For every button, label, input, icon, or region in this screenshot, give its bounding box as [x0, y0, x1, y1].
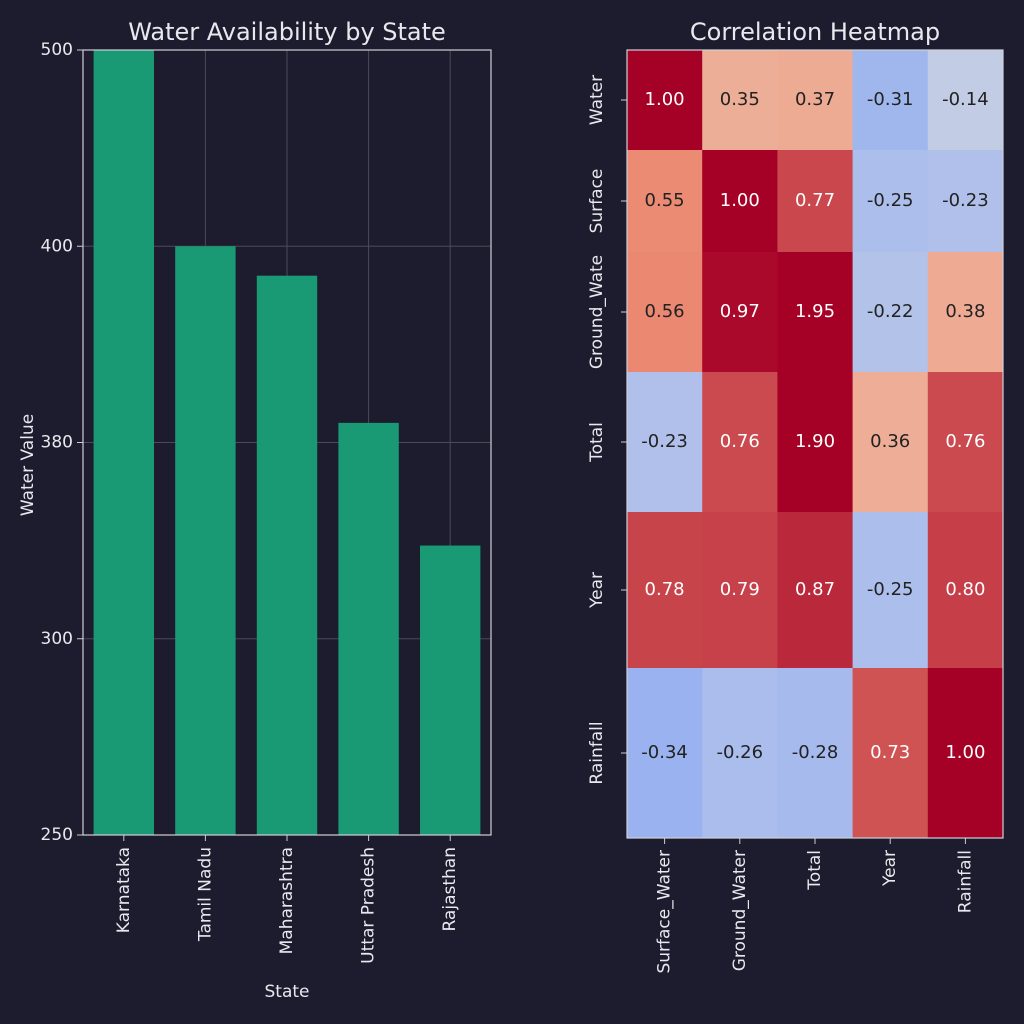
y-tick-label: 500 — [41, 40, 73, 60]
heatmap-cell — [702, 252, 778, 373]
cell-label: -0.14 — [942, 89, 989, 110]
heatmap-cell — [627, 50, 703, 151]
heatmap-cell — [777, 50, 854, 151]
cell-label: 0.78 — [645, 579, 685, 600]
heatmap-cell — [852, 252, 929, 373]
bar — [175, 246, 236, 835]
heatmap-cell — [852, 668, 929, 839]
bar — [256, 275, 318, 835]
heatmap-cell — [927, 252, 1004, 373]
heatmap-cell — [852, 50, 929, 151]
y-tick-label: Ground_Wate — [587, 255, 607, 369]
cell-label: 0.38 — [945, 301, 985, 322]
y-tick-label: Total — [587, 422, 607, 463]
x-tick-label: Uttar Pradesh — [359, 847, 379, 964]
heatmap-cell — [852, 512, 929, 669]
heatmap-cell — [627, 150, 703, 253]
cell-label: 1.90 — [795, 431, 835, 452]
cell-label: 0.77 — [795, 190, 835, 211]
heatmap-cell — [702, 50, 778, 151]
y-tick-label: Year — [587, 572, 607, 609]
heatmap-cell — [852, 372, 929, 513]
y-tick-label: 380 — [41, 433, 73, 453]
cell-label: -0.34 — [641, 742, 688, 763]
x-axis-label: State — [265, 982, 310, 1002]
cell-label: 0.76 — [720, 431, 760, 452]
bar-chart-title: Water Availability by State — [128, 18, 446, 46]
heatmap-cell — [927, 512, 1004, 669]
x-tick-label: Rajasthan — [440, 847, 460, 932]
heatmap-cell — [627, 372, 703, 513]
heatmap-cell — [927, 150, 1004, 253]
cell-label: 0.80 — [945, 579, 985, 600]
heatmap-cell — [702, 372, 778, 513]
cell-label: 0.56 — [645, 301, 685, 322]
plot-frame — [626, 49, 1004, 839]
heatmap-cell — [927, 668, 1004, 839]
heatmap-title: Correlation Heatmap — [690, 18, 940, 46]
cell-label: 0.73 — [870, 742, 910, 763]
bar — [338, 422, 399, 835]
y-tick-label: 400 — [41, 236, 73, 256]
y-tick-label: Surface — [587, 169, 607, 234]
x-tick-label: Year — [880, 850, 900, 887]
x-tick-label: Tamil Nadu — [195, 847, 215, 942]
heatmap-cell — [702, 512, 778, 669]
cell-label: -0.28 — [792, 742, 839, 763]
cell-label: 1.95 — [795, 301, 835, 322]
cell-label: 0.35 — [720, 89, 760, 110]
cell-label: 1.00 — [945, 742, 985, 763]
cell-label: 0.97 — [720, 301, 760, 322]
cell-label: 1.00 — [645, 89, 685, 110]
cell-label: -0.25 — [867, 190, 914, 211]
y-tick-label: Rainfall — [587, 721, 607, 784]
cell-label: 0.37 — [795, 89, 835, 110]
heatmap-cell — [627, 668, 703, 839]
x-tick-label: Maharashtra — [277, 847, 297, 954]
y-tick-label: 250 — [41, 825, 73, 845]
heatmap-cell — [777, 150, 854, 253]
bar — [420, 545, 481, 835]
bar — [93, 50, 154, 835]
y-tick-label: 300 — [41, 629, 73, 649]
heatmap-cell — [777, 668, 854, 839]
cell-label: -0.22 — [867, 301, 914, 322]
heatmap-cell — [702, 668, 778, 839]
heatmap-cell — [852, 150, 929, 253]
y-axis-label: Water Value — [18, 414, 38, 516]
cell-label: -0.31 — [867, 89, 914, 110]
cell-label: -0.23 — [942, 190, 989, 211]
cell-label: -0.23 — [641, 431, 688, 452]
heatmap-cell — [702, 150, 778, 253]
cell-label: 0.76 — [945, 431, 985, 452]
cell-label: 0.79 — [720, 579, 760, 600]
cell-label: -0.25 — [867, 579, 914, 600]
x-tick-label: Total — [805, 850, 825, 891]
heatmap-cell — [777, 372, 854, 513]
y-tick-label: Water — [587, 75, 607, 125]
cell-label: 0.87 — [795, 579, 835, 600]
cell-label: 0.36 — [870, 431, 910, 452]
heatmap-cell — [627, 512, 703, 669]
cell-label: 1.00 — [720, 190, 760, 211]
heatmap-cell — [777, 252, 854, 373]
x-tick-label: Rainfall — [955, 850, 975, 913]
heatmap-cell — [927, 50, 1004, 151]
x-tick-label: Surface_Water — [655, 850, 675, 974]
heatmap-cell — [627, 252, 703, 373]
heatmap-cell — [777, 512, 854, 669]
plot-frame — [82, 49, 492, 836]
heatmap-cell — [927, 372, 1004, 513]
cell-label: 0.55 — [645, 190, 685, 211]
cell-label: -0.26 — [717, 742, 764, 763]
x-tick-label: Karnataka — [114, 847, 134, 933]
x-tick-label: Ground_Water — [730, 850, 750, 971]
